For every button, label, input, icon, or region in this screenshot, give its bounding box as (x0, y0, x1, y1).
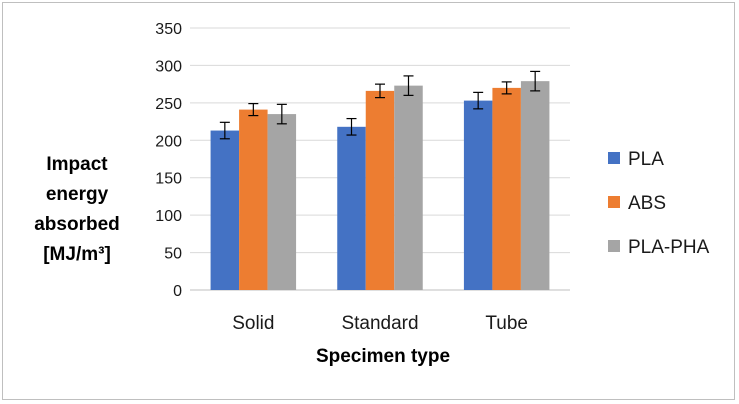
x-category-label: Solid (232, 313, 274, 334)
y-axis-title-line-1: Impact (46, 154, 108, 175)
y-axis-title-line-2: energy (46, 184, 109, 205)
legend-swatch-abs (608, 196, 620, 208)
y-tick-label: 100 (155, 208, 182, 225)
legend-swatch-pla (608, 152, 620, 164)
y-tick-labels: 0 50 100 150 200 250 300 350 (155, 21, 182, 300)
y-tick-label: 350 (155, 21, 182, 38)
bar-abs-tube (492, 87, 521, 290)
x-category-label: Tube (485, 313, 528, 334)
bar-pla-pha-tube (520, 81, 550, 290)
bar-pla-solid (210, 130, 240, 290)
x-category-label: Standard (341, 313, 418, 334)
y-axis-title-line-4: [MJ/m³] (43, 244, 111, 265)
y-tick-label: 300 (155, 58, 182, 75)
bar-abs-standard (365, 90, 395, 290)
y-tick-label: 250 (155, 96, 182, 113)
y-tick-label: 50 (164, 246, 182, 263)
bar-abs-solid (239, 109, 268, 290)
y-tick-label: 150 (155, 171, 182, 188)
y-tick-label: 0 (173, 283, 182, 300)
legend-label-pla: PLA (628, 149, 664, 170)
bar-pla-pha-standard (394, 85, 423, 290)
error-bars (219, 70, 541, 140)
bar-pla-pha-solid (267, 114, 297, 290)
x-category-labels: Solid Standard Tube (232, 313, 528, 334)
legend-label-pla-pha: PLA-PHA (628, 237, 710, 258)
legend-swatch-pla-pha (608, 240, 620, 252)
bars (210, 81, 550, 291)
bar-pla-tube (463, 100, 493, 291)
bar-pla-standard (337, 126, 366, 290)
legend-label-abs: ABS (628, 193, 666, 214)
x-axis-title: Specimen type (316, 346, 450, 367)
legend: PLA ABS PLA-PHA (608, 149, 710, 258)
y-tick-label: 200 (155, 133, 182, 150)
y-axis-title-line-3: absorbed (34, 214, 120, 235)
